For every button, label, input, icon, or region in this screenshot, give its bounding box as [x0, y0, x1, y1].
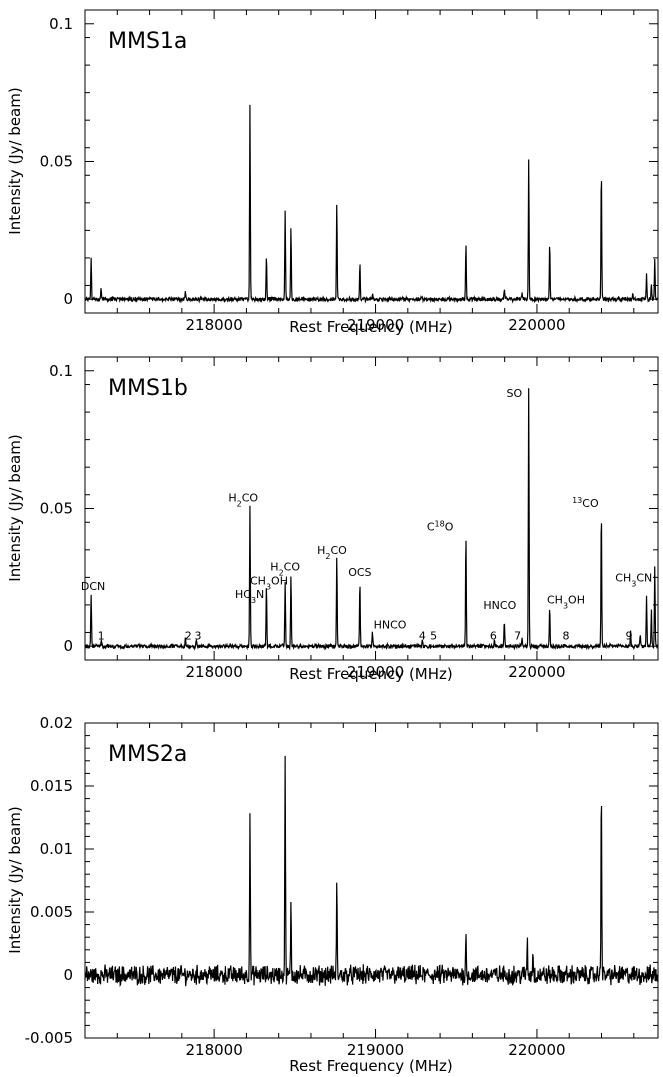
line-id-label: 9 [625, 629, 632, 642]
x-tick-label: 219000 [347, 663, 404, 681]
x-axis-title: Rest Frequency (MHz) [289, 1057, 453, 1075]
line-id-label: 5 [430, 629, 437, 642]
line-id-label: 6 [490, 629, 497, 642]
spectrum-trace [84, 755, 659, 988]
line-id-label: DCN [81, 580, 105, 593]
ticks: 218000 219000 220000 0 0.05 0.1 [40, 9, 658, 334]
x-axis-title: Rest Frequency (MHz) [289, 318, 453, 336]
x-tick-label: 218000 [185, 1041, 242, 1059]
x-tick-label: 219000 [347, 316, 404, 334]
x-tick-label: 220000 [508, 1041, 565, 1059]
x-tick-label: 218000 [185, 316, 242, 334]
line-id-label: HC3N [235, 588, 264, 605]
line-id-label: 1 [98, 629, 105, 642]
panel-label: MMS2a [108, 742, 187, 767]
panel-mms1b: MMS1b Rest Frequency (MHz) Intensity (Jy… [6, 356, 659, 683]
line-id-label: 3 [194, 629, 201, 642]
line-id-label: CH3OH [250, 574, 288, 591]
line-id-label: HNCO [374, 618, 407, 631]
line-id-label: H2CO [317, 544, 347, 561]
x-tick-label: 220000 [508, 316, 565, 334]
y-tick-label: 0.01 [40, 840, 73, 858]
line-id-label: 13CO [572, 496, 599, 511]
plot-frame [84, 9, 659, 314]
y-axis-title: Intensity (Jy/ beam) [6, 806, 24, 953]
line-id-label: C18O [427, 519, 454, 534]
y-tick-label: 0 [63, 290, 73, 308]
panel-label: MMS1a [108, 29, 187, 54]
x-tick-label: 218000 [185, 663, 242, 681]
x-tick-label: 220000 [508, 663, 565, 681]
y-tick-label: 0 [63, 966, 73, 984]
line-id-label: OCS [348, 566, 371, 579]
line-id-label: SO [507, 387, 523, 400]
x-axis-title: Rest Frequency (MHz) [289, 665, 453, 683]
line-id-label: H2CO [228, 492, 258, 509]
y-tick-label: 0.1 [49, 15, 73, 33]
spectrum-trace [84, 388, 659, 651]
panel-mms2a: MMS2a Rest Frequency (MHz) Intensity (Jy… [6, 714, 659, 1075]
panel-mms1a: MMS1a Rest Frequency (MHz) Intensity (Jy… [6, 9, 659, 336]
line-id-label: CH3OH [547, 594, 585, 611]
plot-frame [84, 722, 659, 1039]
y-tick-label: 0.05 [40, 500, 73, 518]
y-tick-label: 0.1 [49, 362, 73, 380]
line-id-label: 2 [185, 629, 192, 642]
y-tick-label: 0.05 [40, 153, 73, 171]
panel-label: MMS1b [108, 376, 188, 401]
line-id-label: H2CO [270, 560, 300, 577]
y-axis-title: Intensity (Jy/ beam) [6, 87, 24, 234]
ticks: 218000 219000 220000 0 0.05 0.1 [40, 356, 658, 681]
y-tick-label: 0.02 [40, 714, 73, 732]
spectrum-trace [84, 104, 659, 304]
line-id-label: 4 [419, 629, 426, 642]
line-id-label: CH3CN [615, 571, 652, 588]
y-axis-title: Intensity (Jy/ beam) [6, 434, 24, 581]
y-tick-label: 0.015 [30, 777, 73, 795]
ticks: 218000 219000 220000 -0.005 0 0.005 0.01 0.015 0… [25, 714, 658, 1059]
plot-frame [84, 356, 659, 661]
y-tick-label: 0 [63, 637, 73, 655]
y-tick-label: -0.005 [25, 1029, 73, 1047]
line-id-label: HNCO [483, 599, 516, 612]
y-tick-label: 0.005 [30, 903, 73, 921]
x-tick-label: 219000 [347, 1041, 404, 1059]
line-id-label: 8 [562, 629, 569, 642]
line-id-label: 7 [514, 629, 521, 642]
